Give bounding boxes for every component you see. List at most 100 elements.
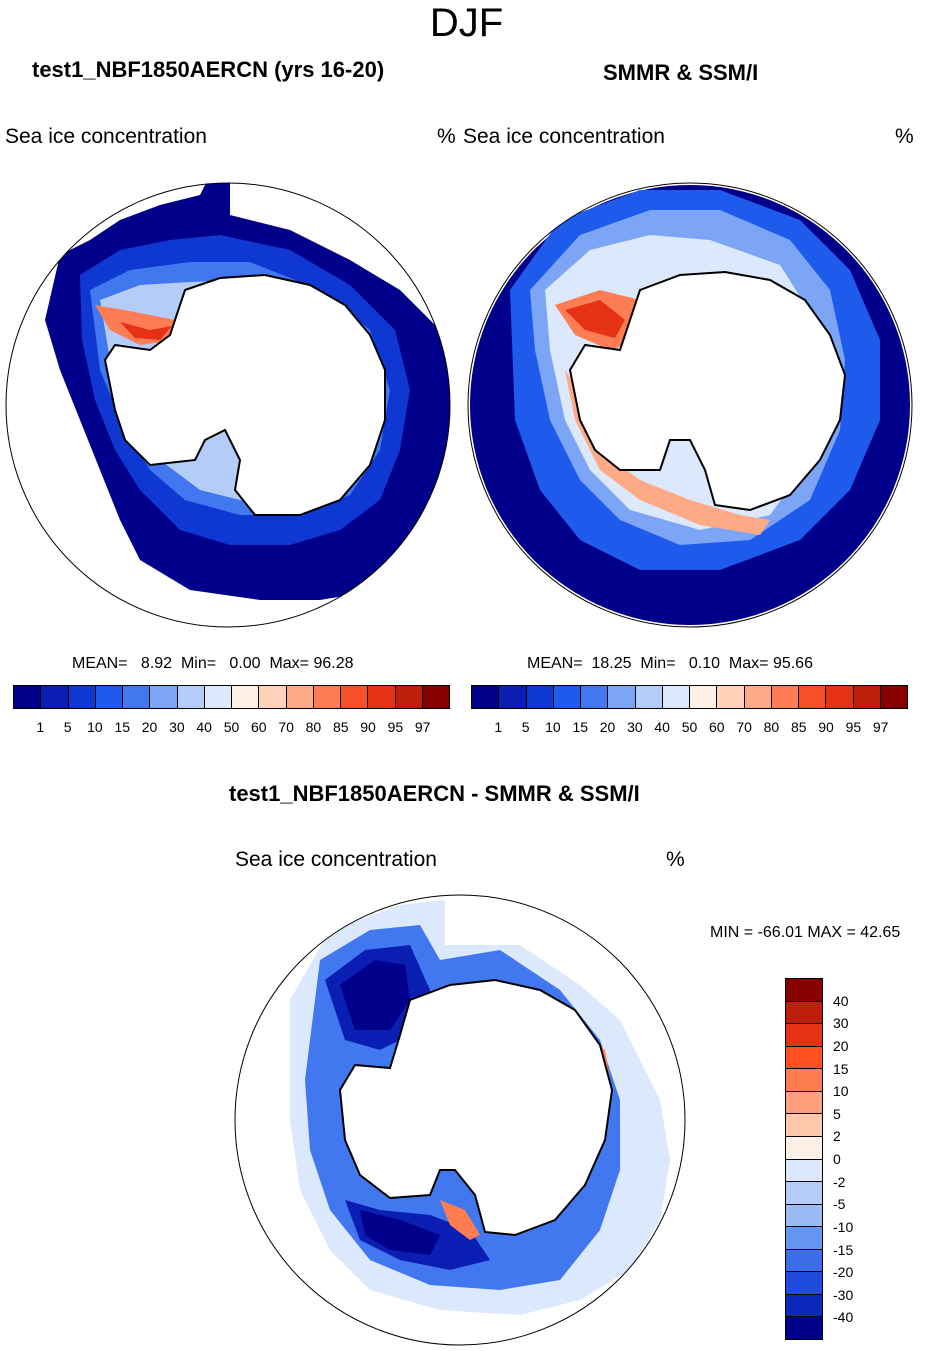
left-stats: MEAN= 8.92 Min= 0.00 Max= 96.28 xyxy=(72,655,354,672)
colorbar-swatch xyxy=(341,686,369,708)
colorbar-tick-label: -10 xyxy=(833,1218,854,1235)
colorbar-tick-label: 10 xyxy=(87,719,103,735)
colorbar-swatch xyxy=(786,1182,822,1205)
colorbar-tick-label: 30 xyxy=(627,719,643,735)
right-map-border xyxy=(467,182,913,628)
left-map-border xyxy=(5,182,451,628)
colorbar-swatch xyxy=(150,686,178,708)
colorbar-tick-label: 1 xyxy=(36,719,45,735)
colorbar-swatch xyxy=(68,686,96,708)
left-min: 0.00 xyxy=(229,655,261,672)
colorbar-swatch xyxy=(286,686,314,708)
colorbar-swatch xyxy=(259,686,287,708)
colorbar-swatch xyxy=(786,1272,822,1295)
right-stats: MEAN= 18.25 Min= 0.10 Max= 95.66 xyxy=(527,655,813,672)
colorbar-swatch xyxy=(786,1069,822,1092)
colorbar-swatch xyxy=(786,1249,822,1273)
colorbar-tick-label: -20 xyxy=(833,1264,854,1281)
colorbar-tick-label: 80 xyxy=(763,719,780,735)
season-title: DJF xyxy=(429,1,504,45)
right-min: 0.10 xyxy=(688,655,721,672)
colorbar-tick-label: 30 xyxy=(833,1015,849,1032)
colorbar-tick-label: 40 xyxy=(654,719,670,735)
colorbar-tick-label: -2 xyxy=(833,1173,846,1190)
colorbar-swatch xyxy=(786,1204,822,1228)
diff-minmax: MIN = -66.01 MAX = 42.65 xyxy=(710,924,901,941)
colorbar-tick-label: 60 xyxy=(709,719,725,735)
colorbar-tick-label: 20 xyxy=(599,719,616,735)
colorbar-tick-label: 85 xyxy=(790,719,807,735)
colorbar-swatch xyxy=(826,686,854,708)
diff-map-border xyxy=(234,894,686,1346)
colorbar-swatch xyxy=(786,1294,822,1318)
colorbar-swatch xyxy=(313,686,341,708)
colorbar-swatch xyxy=(799,686,827,708)
colorbar-swatch xyxy=(786,1024,822,1047)
colorbar-tick-label: -5 xyxy=(833,1196,846,1213)
colorbar-swatch xyxy=(41,686,69,708)
colorbar-swatch xyxy=(395,686,423,708)
diff-panel-units: % xyxy=(666,848,685,871)
colorbar-tick-label: 90 xyxy=(818,719,834,735)
colorbar-tick-label: 95 xyxy=(387,719,404,735)
colorbar-tick-label: 30 xyxy=(169,719,185,735)
left-max: 96.28 xyxy=(313,655,354,672)
colorbar-swatch xyxy=(786,1001,822,1025)
colorbar-tick-label: 5 xyxy=(833,1105,841,1122)
colorbar-swatch xyxy=(581,686,609,708)
colorbar-swatch xyxy=(499,686,527,708)
colorbar-swatch xyxy=(14,686,42,708)
colorbar-tick-label: 97 xyxy=(414,719,431,735)
colorbar-tick-label: -40 xyxy=(833,1309,854,1326)
colorbar-swatch xyxy=(853,686,881,708)
colorbar-swatch xyxy=(786,979,822,1002)
colorbar-swatch xyxy=(717,686,745,708)
colorbar-tick-label: 70 xyxy=(736,719,752,735)
colorbar-tick-label: 97 xyxy=(872,719,889,735)
colorbar-tick-label: 90 xyxy=(360,719,376,735)
antarctica-diff xyxy=(338,978,614,1237)
colorbar-tick-label: 95 xyxy=(845,719,862,735)
colorbar-swatch xyxy=(771,686,799,708)
colorbar-swatch xyxy=(526,686,554,708)
colorbar-swatch xyxy=(786,1114,822,1137)
colorbar-tick-label: 20 xyxy=(141,719,158,735)
colorbar-swatch xyxy=(786,1046,822,1070)
right-colorbar xyxy=(471,685,908,709)
colorbar-tick-label: 5 xyxy=(63,719,72,735)
diff-panel-variable: Sea ice concentration xyxy=(235,848,437,871)
colorbar-swatch xyxy=(786,1136,822,1160)
colorbar-swatch xyxy=(472,686,500,708)
colorbar-swatch xyxy=(786,1159,822,1183)
colorbar-swatch xyxy=(635,686,663,708)
colorbar-swatch xyxy=(690,686,718,708)
colorbar-tick-label: 50 xyxy=(223,719,240,735)
colorbar-tick-label: 0 xyxy=(833,1151,841,1167)
diff-colorbar xyxy=(785,978,823,1340)
colorbar-swatch xyxy=(204,686,232,708)
left-mean: 8.92 xyxy=(140,655,173,672)
colorbar-swatch xyxy=(95,686,123,708)
colorbar-tick-label: 85 xyxy=(332,719,349,735)
colorbar-tick-label: 80 xyxy=(305,719,322,735)
left-colorbar xyxy=(13,685,450,709)
right-panel-title: SMMR & SSM/I xyxy=(603,60,759,85)
left-panel-title: test1_NBF1850AERCN (yrs 16-20) xyxy=(32,57,385,82)
colorbar-tick-label: 10 xyxy=(833,1083,849,1100)
colorbar-tick-label: 15 xyxy=(833,1060,849,1077)
colorbar-swatch xyxy=(368,686,396,708)
colorbar-swatch xyxy=(123,686,151,708)
colorbar-swatch xyxy=(880,686,907,708)
colorbar-tick-label: 1 xyxy=(494,719,503,735)
colorbar-tick-label: 5 xyxy=(521,719,530,735)
colorbar-tick-label: 40 xyxy=(833,992,849,1009)
colorbar-swatch xyxy=(177,686,205,708)
colorbar-tick-label: 2 xyxy=(833,1128,841,1145)
right-panel-variable: Sea ice concentration xyxy=(463,125,665,148)
colorbar-tick-label: -30 xyxy=(833,1286,854,1303)
left-panel-units: % xyxy=(437,125,456,148)
colorbar-tick-label: -15 xyxy=(833,1241,854,1258)
colorbar-swatch xyxy=(786,1227,822,1250)
colorbar-swatch xyxy=(662,686,690,708)
